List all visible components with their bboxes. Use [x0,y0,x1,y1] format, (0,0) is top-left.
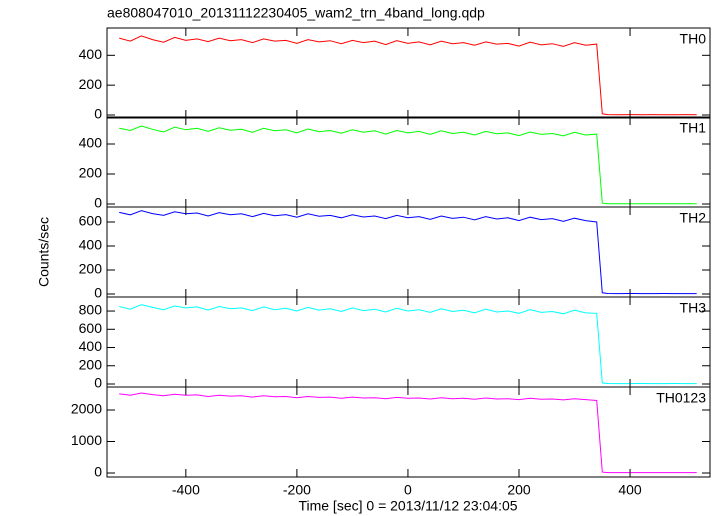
y-tick-label: 0 [94,464,102,480]
y-tick-label: 600 [79,320,103,336]
data-line [119,304,697,385]
x-tick-label: -400 [172,482,200,498]
x-tick-label: 200 [507,482,531,498]
panel-frame [106,116,711,208]
panel-label: TH2 [680,210,707,226]
data-line [119,35,697,116]
y-tick-label: 400 [79,237,103,253]
y-tick-label: 600 [79,213,103,229]
panel-label: TH0123 [656,390,706,406]
y-tick-label: 0 [94,375,102,391]
y-tick-label: 2000 [71,401,102,417]
y-tick-label: 0 [94,285,102,301]
data-line [119,125,697,205]
y-tick-label: 400 [79,135,103,151]
y-tick-label: 200 [79,76,103,92]
panel-frame [106,27,711,119]
y-tick-label: 1000 [71,432,102,448]
data-line [119,392,697,474]
y-tick-label: 400 [79,46,103,62]
y-tick-label: 200 [79,356,103,372]
chart-title: ae808047010_20131112230405_wam2_trn_4ban… [107,5,485,21]
panel-frame [106,206,711,298]
x-tick-label: -200 [283,482,311,498]
y-tick-label: 400 [79,338,103,354]
panel-label: TH0 [680,31,707,47]
panel-label: TH3 [680,300,707,316]
x-axis-label: Time [sec] 0 = 2013/11/12 23:04:05 [298,498,517,514]
y-axis-label: Counts/sec [36,217,52,287]
panel-label: TH1 [680,120,707,136]
y-tick-label: 0 [94,195,102,211]
panel-frame [106,386,711,478]
y-tick-label: 0 [94,106,102,122]
x-tick-label: 0 [404,482,412,498]
y-tick-label: 800 [79,302,103,318]
y-tick-label: 200 [79,165,103,181]
y-tick-label: 200 [79,261,103,277]
x-tick-label: 400 [618,482,642,498]
data-line [119,210,697,295]
